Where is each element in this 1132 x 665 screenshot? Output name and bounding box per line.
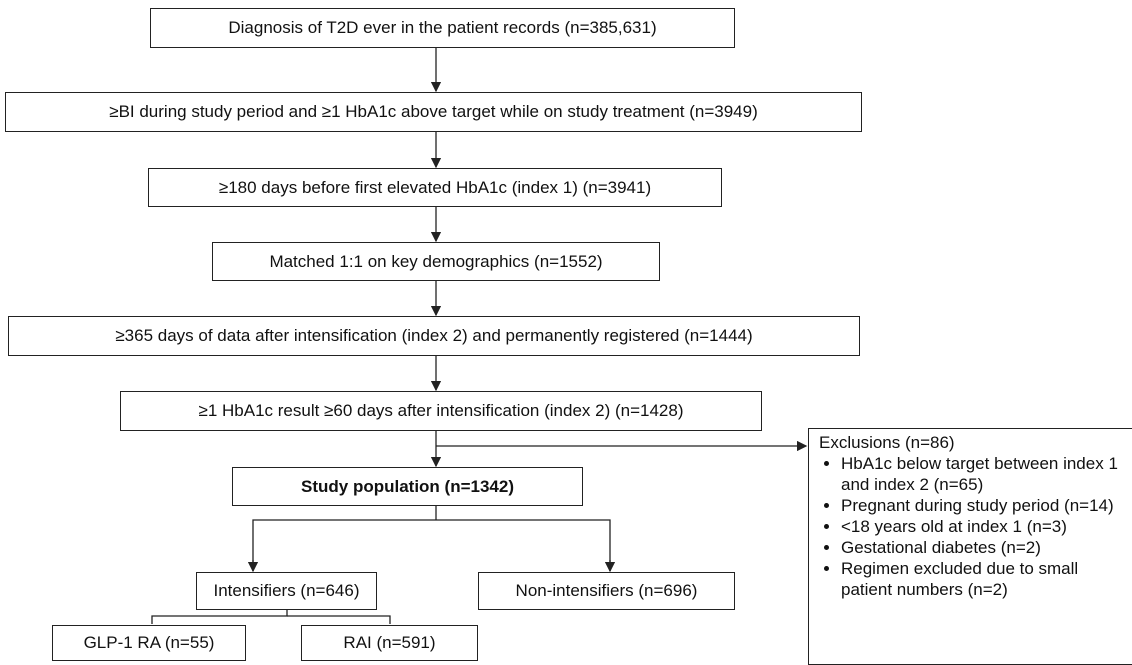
node-box: GLP-1 RA (n=55) (52, 625, 246, 661)
node-label: RAI (n=591) (343, 633, 436, 652)
node-label: Non-intensifiers (n=696) (515, 581, 698, 600)
node-box: Matched 1:1 on key demographics (n=1552) (212, 242, 660, 281)
node-label: ≥BI during study period and ≥1 HbA1c abo… (109, 102, 758, 121)
node-box: Non-intensifiers (n=696) (478, 572, 735, 610)
node-box: Intensifiers (n=646) (196, 572, 377, 610)
connector (287, 615, 391, 624)
connector (151, 610, 288, 624)
node-label: Diagnosis of T2D ever in the patient rec… (228, 18, 657, 37)
exclusions-list: HbA1c below target between index 1 and i… (819, 453, 1131, 600)
exclusions-title: Exclusions (n=86) (819, 433, 955, 452)
node-label: Intensifiers (n=646) (213, 581, 360, 600)
connector (252, 519, 611, 571)
exclusions-box: Exclusions (n=86) HbA1c below target bet… (808, 428, 1132, 665)
node-box: RAI (n=591) (301, 625, 478, 661)
exclusion-item: Gestational diabetes (n=2) (841, 537, 1131, 558)
exclusion-item: Pregnant during study period (n=14) (841, 495, 1131, 516)
node-box: Diagnosis of T2D ever in the patient rec… (150, 8, 735, 48)
node-box: ≥365 days of data after intensification … (8, 316, 860, 356)
node-label: ≥1 HbA1c result ≥60 days after intensifi… (198, 401, 684, 420)
exclusion-item: Regimen excluded due to small patient nu… (841, 558, 1131, 600)
exclusion-item: HbA1c below target between index 1 and i… (841, 453, 1131, 495)
node-box: ≥180 days before first elevated HbA1c (i… (148, 168, 722, 207)
node-box: ≥1 HbA1c result ≥60 days after intensifi… (120, 391, 762, 431)
node-label: ≥180 days before first elevated HbA1c (i… (218, 177, 652, 197)
exclusion-item: <18 years old at index 1 (n=3) (841, 516, 1131, 537)
node-label: Study population (n=1342) (301, 476, 514, 496)
node-label: ≥365 days of data after intensification … (115, 326, 753, 345)
node-box: Study population (n=1342) (232, 467, 583, 506)
node-box: ≥BI during study period and ≥1 HbA1c abo… (5, 92, 862, 132)
node-label: GLP-1 RA (n=55) (83, 633, 215, 652)
node-label: Matched 1:1 on key demographics (n=1552) (269, 251, 603, 271)
